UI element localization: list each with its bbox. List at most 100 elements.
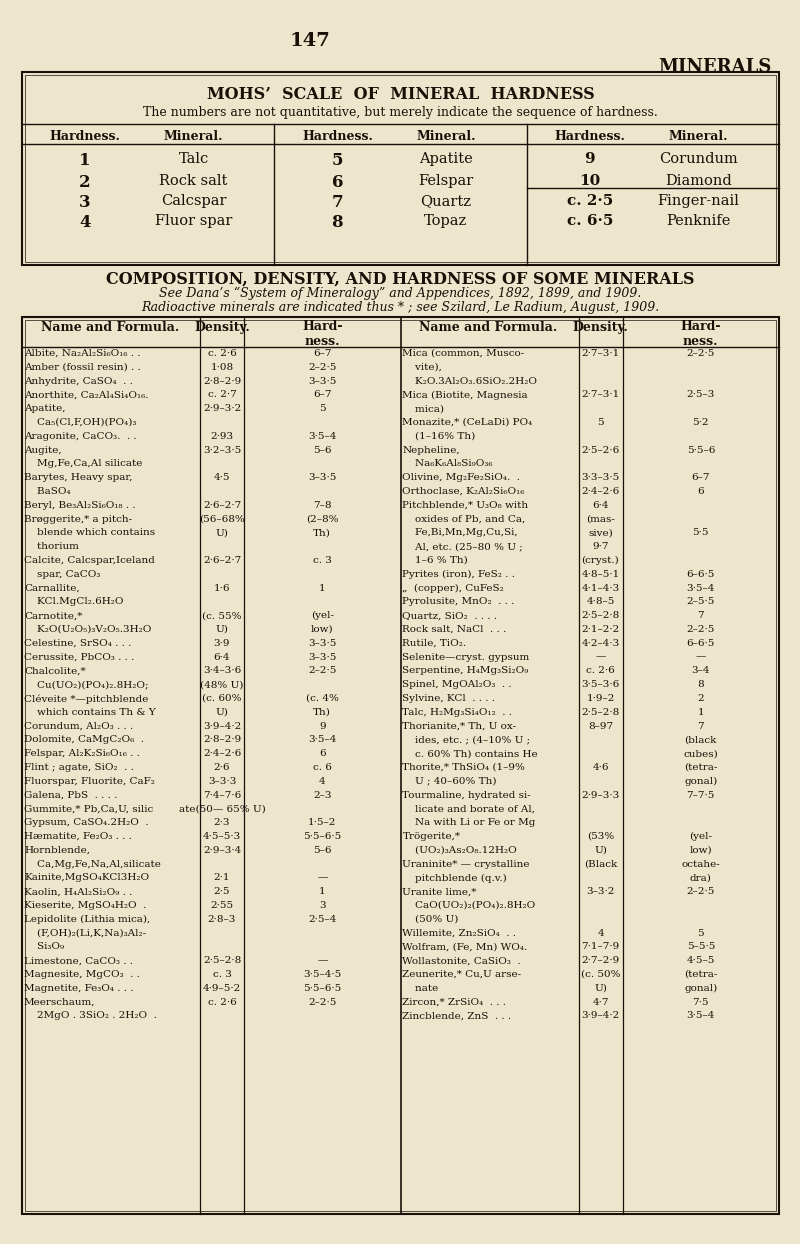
Text: ides, etc. ; (4–10% U ;: ides, etc. ; (4–10% U ; bbox=[402, 735, 530, 744]
Text: MOHS’  SCALE  OF  MINERAL  HARDNESS: MOHS’ SCALE OF MINERAL HARDNESS bbox=[206, 86, 594, 103]
Text: 2: 2 bbox=[79, 174, 91, 192]
Text: c. 3: c. 3 bbox=[313, 556, 332, 565]
Text: Density.: Density. bbox=[194, 321, 250, 333]
Text: 5–6: 5–6 bbox=[313, 846, 331, 855]
Text: 1·08: 1·08 bbox=[210, 363, 234, 372]
Text: Gummite,* Pb,Ca,U, silic: Gummite,* Pb,Ca,U, silic bbox=[24, 805, 154, 814]
Text: Augite,: Augite, bbox=[24, 445, 62, 454]
Text: 9: 9 bbox=[319, 722, 326, 730]
Text: 6–6·5: 6–6·5 bbox=[686, 570, 715, 578]
Text: dra): dra) bbox=[690, 873, 712, 882]
Text: (1–16% Th): (1–16% Th) bbox=[402, 432, 476, 440]
Text: 2·93: 2·93 bbox=[210, 432, 234, 440]
Text: Th): Th) bbox=[314, 529, 331, 537]
Text: Mineral.: Mineral. bbox=[164, 131, 223, 143]
Text: 2·8–2·9: 2·8–2·9 bbox=[203, 735, 241, 744]
Text: Name and Formula.: Name and Formula. bbox=[41, 321, 179, 333]
Text: c. 60% Th) contains He: c. 60% Th) contains He bbox=[402, 749, 538, 758]
Text: 6: 6 bbox=[332, 174, 343, 192]
Text: 7·4–7·6: 7·4–7·6 bbox=[203, 791, 241, 800]
Text: (50% U): (50% U) bbox=[402, 914, 459, 924]
Text: thorium: thorium bbox=[24, 542, 79, 551]
Text: which contains Th & Y: which contains Th & Y bbox=[24, 708, 156, 717]
Text: Galena, PbS  . . . .: Galena, PbS . . . . bbox=[24, 791, 118, 800]
Text: 4·6: 4·6 bbox=[592, 763, 609, 773]
Text: Mica (common, Musco-: Mica (common, Musco- bbox=[402, 350, 525, 358]
Text: Zeunerite,* Cu,U arse-: Zeunerite,* Cu,U arse- bbox=[402, 970, 522, 979]
Text: U): U) bbox=[215, 624, 229, 634]
Text: c. 3: c. 3 bbox=[213, 970, 231, 979]
Text: 3–3·2: 3–3·2 bbox=[586, 887, 614, 896]
Text: Radioactive minerals are indicated thus * ; see Szilard, Le Radium, August, 1909: Radioactive minerals are indicated thus … bbox=[142, 301, 660, 313]
Text: See Dana’s “System of Mineralogy” and Appendices, 1892, 1899, and 1909.: See Dana’s “System of Mineralogy” and Ap… bbox=[159, 287, 642, 300]
Text: —: — bbox=[695, 653, 706, 662]
Text: 3–3·5: 3–3·5 bbox=[308, 653, 337, 662]
Text: Hæmatite, Fe₂O₃ . . .: Hæmatite, Fe₂O₃ . . . bbox=[24, 832, 132, 841]
Text: spar, CaCO₃: spar, CaCO₃ bbox=[24, 570, 100, 578]
Text: c. 2·6: c. 2·6 bbox=[208, 350, 236, 358]
Text: 5·5–6: 5·5–6 bbox=[686, 445, 715, 454]
Text: 2·9–3·3: 2·9–3·3 bbox=[582, 791, 620, 800]
Text: Hard-
ness.: Hard- ness. bbox=[681, 320, 721, 348]
Text: 3·2–3·5: 3·2–3·5 bbox=[203, 445, 241, 454]
Text: Anhydrite, CaSO₄  . .: Anhydrite, CaSO₄ . . bbox=[24, 377, 133, 386]
Text: 3·5–4·5: 3·5–4·5 bbox=[303, 970, 342, 979]
Text: 2–2·5: 2–2·5 bbox=[686, 624, 715, 634]
Text: 2–2·5: 2–2·5 bbox=[686, 350, 715, 358]
Text: (F,OH)₂(Li,K,Na)₃Al₂-: (F,OH)₂(Li,K,Na)₃Al₂- bbox=[24, 928, 146, 938]
Text: 2MgO . 3SiO₂ . 2H₂O  .: 2MgO . 3SiO₂ . 2H₂O . bbox=[24, 1011, 157, 1020]
Text: 3–3·5: 3–3·5 bbox=[308, 473, 337, 483]
Text: 3·5–4: 3·5–4 bbox=[686, 1011, 715, 1020]
Text: 4·5–5·3: 4·5–5·3 bbox=[203, 832, 241, 841]
Text: Talc: Talc bbox=[178, 152, 209, 165]
Text: —: — bbox=[317, 957, 327, 965]
Text: Orthoclase, K₂Al₂Si₆O₁₆: Orthoclase, K₂Al₂Si₆O₁₆ bbox=[402, 486, 525, 496]
Text: 5·2: 5·2 bbox=[693, 418, 709, 427]
Text: Finger-nail: Finger-nail bbox=[658, 194, 739, 208]
Text: 5: 5 bbox=[597, 418, 604, 427]
Text: 3–4: 3–4 bbox=[691, 667, 710, 675]
Text: (2–8%: (2–8% bbox=[306, 515, 338, 524]
Text: 8: 8 bbox=[332, 214, 343, 231]
Text: 2·5–2·6: 2·5–2·6 bbox=[582, 445, 620, 454]
Text: Wolfram, (Fe, Mn) WO₄.: Wolfram, (Fe, Mn) WO₄. bbox=[402, 943, 528, 952]
Text: 2·1–2·2: 2·1–2·2 bbox=[582, 624, 620, 634]
Text: 2·8–3: 2·8–3 bbox=[208, 914, 236, 924]
Text: Flint ; agate, SiO₂  . .: Flint ; agate, SiO₂ . . bbox=[24, 763, 134, 773]
Text: 3·9–4·2: 3·9–4·2 bbox=[582, 1011, 620, 1020]
Text: low): low) bbox=[690, 846, 712, 855]
Text: Corundum, Al₂O₃ . . .: Corundum, Al₂O₃ . . . bbox=[24, 722, 134, 730]
Text: 1–6 % Th): 1–6 % Th) bbox=[402, 556, 468, 565]
Text: Willemite, Zn₂SiO₄  . .: Willemite, Zn₂SiO₄ . . bbox=[402, 928, 517, 938]
Text: Anorthite, Ca₂Al₄Si₄O₁₆.: Anorthite, Ca₂Al₄Si₄O₁₆. bbox=[24, 391, 149, 399]
Text: Selenite—cryst. gypsum: Selenite—cryst. gypsum bbox=[402, 653, 530, 662]
Text: 4: 4 bbox=[597, 928, 604, 938]
Text: 6–6·5: 6–6·5 bbox=[686, 639, 715, 648]
Text: 2–5·5: 2–5·5 bbox=[686, 597, 715, 606]
Text: 3·9–4·2: 3·9–4·2 bbox=[203, 722, 241, 730]
Text: gonal): gonal) bbox=[684, 984, 718, 993]
Text: Sylvine, KCl  . . . .: Sylvine, KCl . . . . bbox=[402, 694, 495, 703]
Text: Calcite, Calcspar,Iceland: Calcite, Calcspar,Iceland bbox=[24, 556, 155, 565]
Text: Apatite: Apatite bbox=[419, 152, 473, 165]
Text: 2·7–2·9: 2·7–2·9 bbox=[582, 957, 620, 965]
Text: 10: 10 bbox=[579, 174, 600, 188]
Text: 2·5–2·8: 2·5–2·8 bbox=[203, 957, 241, 965]
Text: Hardness.: Hardness. bbox=[50, 131, 121, 143]
Text: Fluorspar, Fluorite, CaF₂: Fluorspar, Fluorite, CaF₂ bbox=[24, 776, 155, 786]
Text: Limestone, CaCO₃ . .: Limestone, CaCO₃ . . bbox=[24, 957, 133, 965]
Text: U): U) bbox=[215, 529, 229, 537]
Text: Fluor spar: Fluor spar bbox=[155, 214, 232, 228]
Text: Carnallite,: Carnallite, bbox=[24, 583, 80, 592]
Text: 3–3·5: 3–3·5 bbox=[308, 639, 337, 648]
Text: (Black: (Black bbox=[584, 860, 617, 868]
Text: U ; 40–60% Th): U ; 40–60% Th) bbox=[402, 776, 497, 786]
Bar bbox=[22, 72, 779, 265]
Text: Felspar, Al₂K₂Si₆O₁₆ . .: Felspar, Al₂K₂Si₆O₁₆ . . bbox=[24, 749, 140, 758]
Text: 2·1: 2·1 bbox=[214, 873, 230, 882]
Text: The numbers are not quantitative, but merely indicate the sequence of hardness.: The numbers are not quantitative, but me… bbox=[143, 106, 658, 119]
Text: 5: 5 bbox=[319, 404, 326, 413]
Text: Felspar: Felspar bbox=[418, 174, 474, 188]
Text: Quartz: Quartz bbox=[421, 194, 471, 208]
Text: (tetra-: (tetra- bbox=[684, 970, 718, 979]
